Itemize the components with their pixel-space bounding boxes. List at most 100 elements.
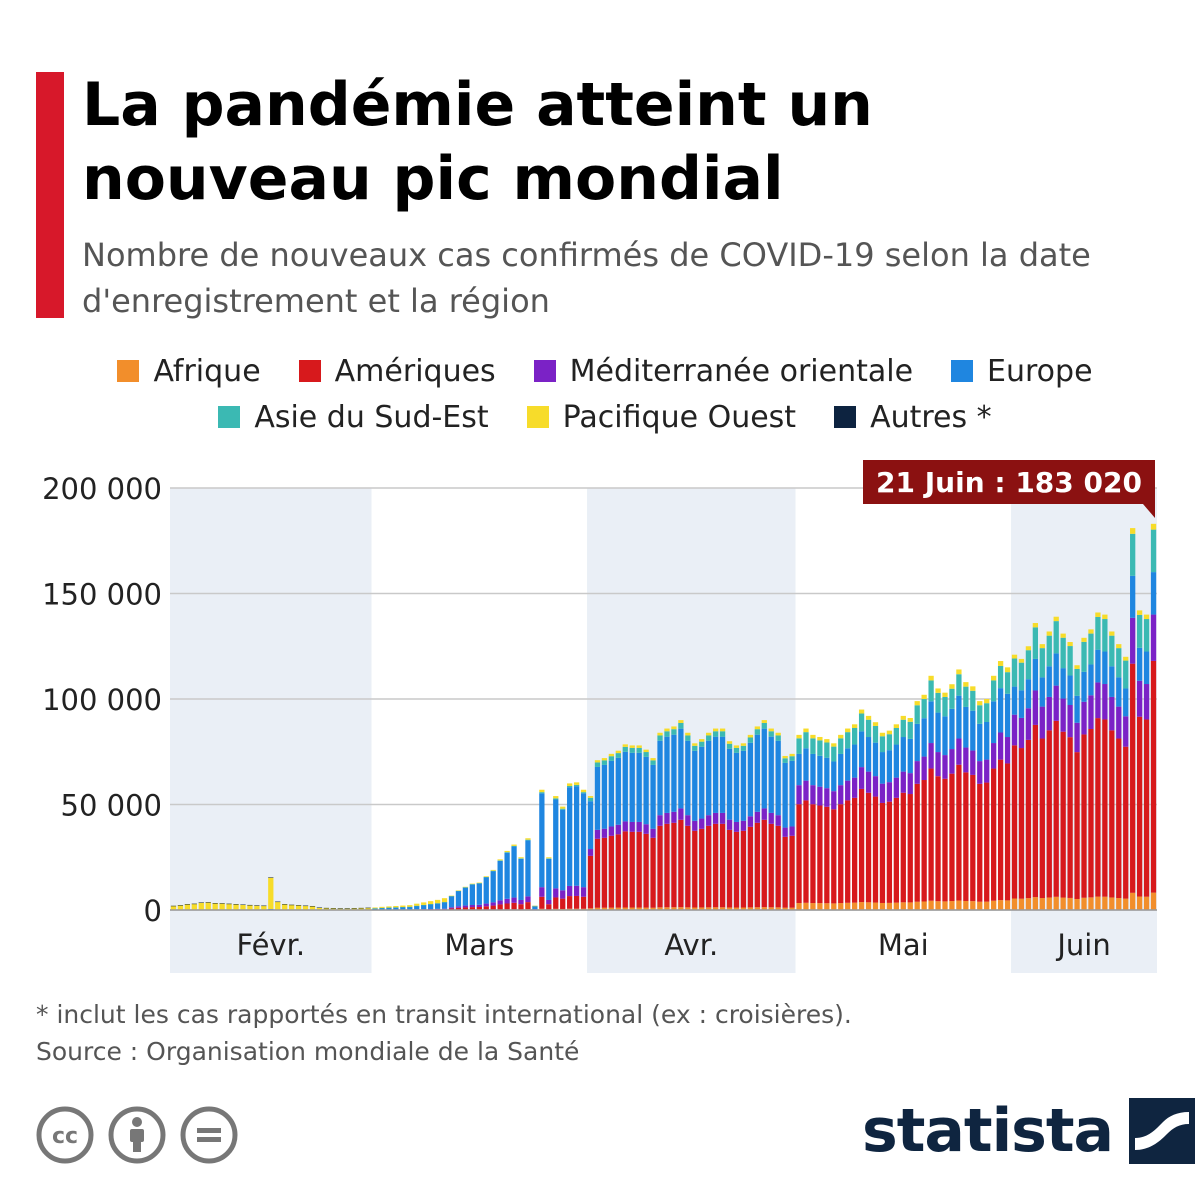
bar-segment xyxy=(434,903,441,904)
bar-segment xyxy=(768,907,774,910)
legend-label: Europe xyxy=(987,353,1093,389)
bar-segment xyxy=(518,899,524,905)
statista-logo[interactable]: statista xyxy=(862,1096,1196,1166)
bar-segment xyxy=(949,688,955,709)
bar-segment xyxy=(997,732,1004,760)
bar-segment xyxy=(726,819,733,830)
bar-segment xyxy=(678,819,684,908)
legend-swatch xyxy=(218,406,241,428)
bar-segment xyxy=(1067,675,1073,706)
bar-segment xyxy=(511,844,517,846)
bar-segment xyxy=(462,887,469,906)
bar-segment xyxy=(316,907,323,908)
bar-segment xyxy=(977,901,983,910)
bar-segment xyxy=(1109,730,1115,898)
bar-segment xyxy=(671,907,677,910)
bar-segment xyxy=(233,904,239,910)
legend-item-ameriques[interactable]: Amériques xyxy=(298,354,496,389)
bar-segment xyxy=(170,905,177,907)
bar-segment xyxy=(407,906,413,908)
legend-row-2: Asie du Sud-Est Pacifique Ouest Autres * xyxy=(40,394,1170,440)
bar-segment xyxy=(358,907,364,910)
bar-segment xyxy=(664,736,670,813)
bar-segment xyxy=(886,730,893,735)
bar-segment xyxy=(254,905,260,906)
bar-segment xyxy=(754,729,760,735)
bar-segment xyxy=(768,728,774,732)
bar-segment xyxy=(900,737,906,772)
bar-segment xyxy=(1011,898,1018,910)
bar-segment xyxy=(205,902,211,910)
bar-segment xyxy=(497,860,503,861)
bar-segment xyxy=(810,734,816,739)
legend-item-mediterranee[interactable]: Méditerranée orientale xyxy=(533,354,913,389)
bar-segment xyxy=(309,906,316,910)
bar-segment xyxy=(337,908,343,910)
bar-segment xyxy=(1074,695,1080,723)
bar-segment xyxy=(601,764,608,829)
bar-segment xyxy=(817,903,823,910)
bar-segment xyxy=(831,791,837,810)
bar-segment xyxy=(1053,720,1059,897)
legend-item-pacifique-ouest[interactable]: Pacifique Ouest xyxy=(526,400,796,435)
attribution-icon[interactable] xyxy=(108,1106,166,1164)
no-derivatives-icon[interactable] xyxy=(180,1106,238,1164)
bar-segment xyxy=(852,777,858,798)
bar-segment xyxy=(685,907,691,910)
bar-segment xyxy=(476,882,482,884)
bar-segment xyxy=(247,904,253,906)
bar-segment xyxy=(796,804,802,904)
bar-segment xyxy=(615,834,621,908)
bar-segment xyxy=(469,884,475,885)
bar-segment xyxy=(907,773,913,795)
bar-segment xyxy=(615,824,621,835)
bar-segment xyxy=(622,744,628,747)
bar-segment xyxy=(1088,633,1094,665)
bar-segment xyxy=(504,898,510,904)
month-band xyxy=(587,488,796,973)
bar-segment xyxy=(775,825,781,908)
legend-item-asie-sud-est[interactable]: Asie du Sud-Est xyxy=(218,400,489,435)
legend-swatch xyxy=(533,360,556,382)
bar-segment xyxy=(692,830,698,908)
bar-segment xyxy=(740,907,747,910)
bar-segment xyxy=(893,797,899,903)
bar-segment xyxy=(455,906,462,908)
legend-item-europe[interactable]: Europe xyxy=(951,354,1093,389)
bar-segment xyxy=(636,907,642,910)
bar-segment xyxy=(490,871,496,903)
bar-segment xyxy=(900,792,906,903)
bar-segment xyxy=(865,719,872,738)
bar-segment xyxy=(428,904,434,905)
bar-segment xyxy=(942,755,948,779)
bar-segment xyxy=(838,903,844,910)
bar-segment xyxy=(942,778,948,902)
bar-segment xyxy=(1130,663,1136,893)
bar-segment xyxy=(838,785,844,805)
bar-segment xyxy=(650,837,656,908)
bar-segment xyxy=(567,885,573,897)
bar-segment xyxy=(845,800,851,903)
bar-segment xyxy=(1095,682,1101,719)
creative-commons-icon[interactable]: cc xyxy=(36,1106,94,1164)
bar-segment xyxy=(323,907,330,909)
bar-segment xyxy=(407,905,413,907)
bar-segment xyxy=(1102,651,1108,685)
bar-segment xyxy=(671,726,677,730)
bar-segment xyxy=(1004,672,1011,694)
bar-segment xyxy=(177,905,184,910)
legend-item-afrique[interactable]: Afrique xyxy=(117,354,261,389)
bar-segment xyxy=(1081,701,1087,735)
bar-segment xyxy=(949,708,955,750)
legend-item-autres[interactable]: Autres * xyxy=(834,400,992,435)
bar-segment xyxy=(1046,631,1052,636)
bar-segment xyxy=(636,752,642,822)
bar-segment xyxy=(699,828,705,908)
bar-segment xyxy=(1109,696,1115,731)
bar-segment xyxy=(706,907,712,910)
bar-segment xyxy=(671,811,677,823)
bar-segment xyxy=(789,907,795,910)
bar-segment xyxy=(838,734,844,739)
bar-segment xyxy=(184,904,191,910)
bar-segment xyxy=(977,723,983,762)
